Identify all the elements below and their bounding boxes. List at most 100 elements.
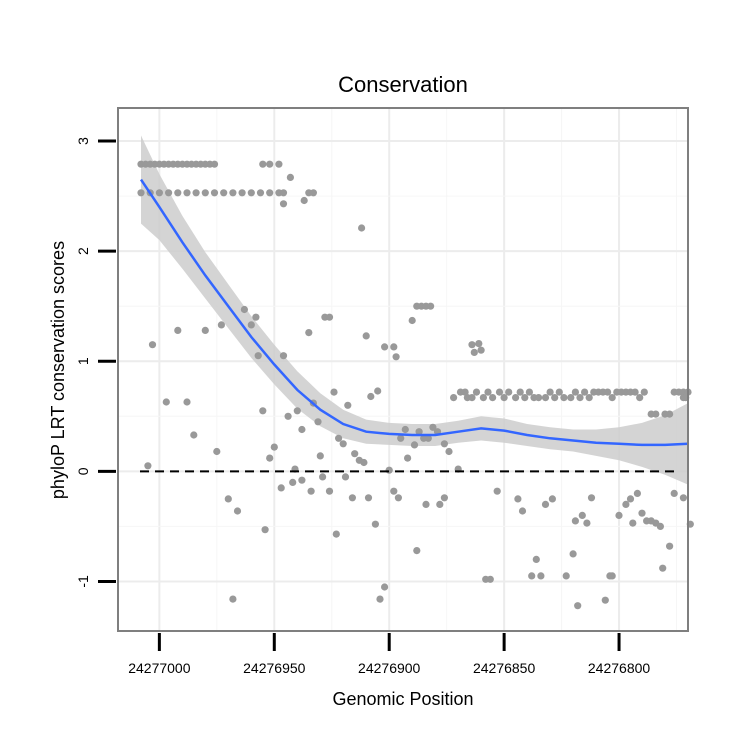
data-point <box>348 494 356 502</box>
data-point <box>410 441 419 449</box>
data-point <box>286 173 294 181</box>
data-point <box>266 189 274 197</box>
data-point <box>261 526 269 534</box>
data-point <box>213 447 221 456</box>
smooth-layer <box>139 178 689 447</box>
confidence-band-layer <box>141 135 688 485</box>
data-point <box>581 388 589 396</box>
data-point <box>571 517 580 525</box>
data-point <box>608 394 616 402</box>
data-point <box>144 462 152 470</box>
data-point <box>220 189 228 197</box>
data-point <box>266 454 274 462</box>
data-point <box>309 189 317 197</box>
data-point <box>629 519 637 527</box>
data-point <box>484 388 492 396</box>
data-point <box>148 341 157 349</box>
data-point <box>636 394 644 402</box>
data-point <box>259 160 267 168</box>
data-point <box>479 394 487 402</box>
data-point <box>344 401 352 409</box>
data-point <box>408 316 416 325</box>
data-point <box>429 423 437 431</box>
data-point <box>229 189 237 197</box>
data-point <box>298 476 306 484</box>
data-point <box>335 434 343 442</box>
data-point <box>560 394 568 402</box>
data-point <box>569 550 577 558</box>
data-point <box>233 507 242 515</box>
data-point <box>385 466 393 474</box>
data-point <box>468 341 476 349</box>
data-point <box>548 495 557 503</box>
plot-panel-border <box>117 107 689 632</box>
data-point <box>541 394 550 402</box>
data-point <box>279 189 288 197</box>
data-point <box>489 394 497 402</box>
data-point <box>266 160 274 168</box>
confidence-band <box>141 135 688 485</box>
points-layer <box>137 160 694 610</box>
data-point <box>528 572 536 580</box>
chart-title: Conservation <box>338 72 468 97</box>
data-point <box>279 200 288 208</box>
data-point <box>351 450 359 458</box>
data-point <box>640 388 648 396</box>
data-point <box>475 340 483 348</box>
data-point <box>521 394 529 402</box>
data-point <box>576 394 584 402</box>
data-point <box>224 495 232 503</box>
data-point <box>500 394 508 402</box>
data-point <box>574 602 582 610</box>
data-point <box>307 487 315 495</box>
data-point <box>300 196 308 205</box>
data-point <box>470 348 478 356</box>
data-point <box>401 425 409 434</box>
data-point <box>247 189 255 197</box>
data-point <box>666 542 674 550</box>
data-point <box>541 500 550 508</box>
data-point <box>376 595 384 603</box>
data-point <box>217 321 225 329</box>
y-tick-label: -1 <box>75 575 91 588</box>
data-point <box>551 394 559 402</box>
data-point <box>555 388 563 396</box>
data-point <box>615 511 623 519</box>
data-point <box>254 352 262 360</box>
data-point <box>436 500 444 508</box>
data-point <box>183 398 191 406</box>
data-point <box>495 388 504 396</box>
data-point <box>546 388 554 396</box>
data-point <box>358 224 366 232</box>
data-point <box>364 494 373 502</box>
data-point <box>535 394 543 402</box>
data-point <box>631 388 639 396</box>
data-point <box>341 473 350 481</box>
data-point <box>562 572 570 580</box>
data-point <box>537 572 545 580</box>
data-point <box>424 434 432 442</box>
data-point <box>330 388 338 396</box>
data-point <box>371 520 379 528</box>
data-point <box>314 418 322 426</box>
data-point <box>183 189 191 197</box>
data-point <box>532 555 540 564</box>
data-point <box>511 394 520 402</box>
data-point <box>666 410 674 418</box>
x-tick-label: 24276900 <box>358 660 421 676</box>
y-tick-label: 1 <box>75 357 91 365</box>
data-point <box>394 494 402 502</box>
data-point <box>275 160 283 168</box>
data-point <box>390 487 398 495</box>
data-point <box>633 489 642 497</box>
data-point <box>422 500 430 508</box>
x-tick-label: 24277000 <box>128 660 191 676</box>
data-point <box>659 564 667 572</box>
smooth-curve <box>139 178 689 447</box>
y-tick-label: 0 <box>75 467 91 475</box>
data-point <box>332 530 340 538</box>
data-point <box>289 478 297 486</box>
y-axis: -1 0 1 2 3 <box>75 137 116 588</box>
data-point <box>404 454 412 462</box>
data-point <box>381 583 389 591</box>
